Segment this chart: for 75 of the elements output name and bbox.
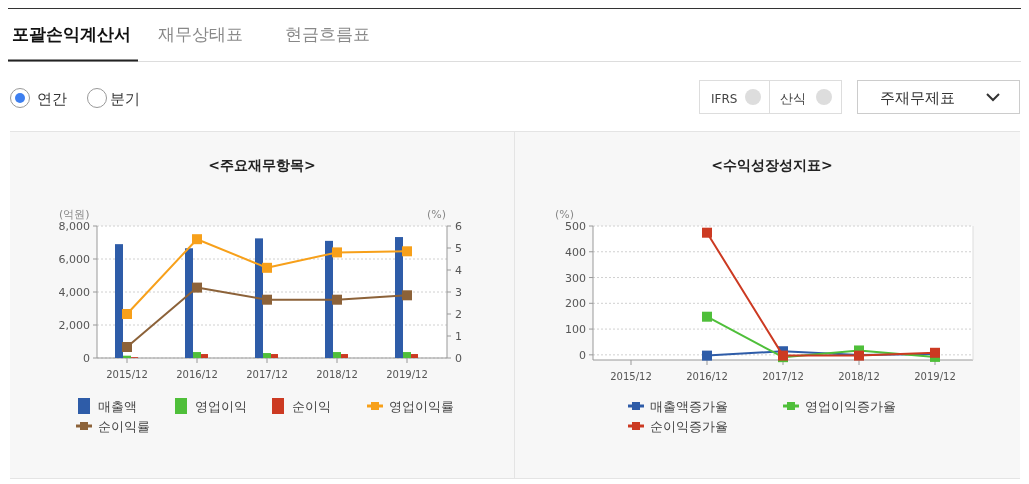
bar — [411, 354, 418, 358]
x-tick-label: 2016/12 — [176, 369, 218, 380]
y2-axis-title: (%) — [427, 208, 447, 221]
bar — [255, 238, 263, 358]
y2-tick-label: 1 — [455, 330, 462, 343]
point — [702, 227, 712, 238]
point — [332, 294, 342, 305]
point — [702, 350, 712, 361]
y-tick-label: 4,000 — [58, 286, 90, 299]
bar — [325, 240, 333, 358]
legend-label: 매출액증가율 — [650, 399, 728, 414]
x-tick-label: 2017/12 — [246, 369, 288, 380]
text: IFRS — [711, 92, 738, 106]
bar — [263, 353, 271, 358]
bar — [403, 352, 411, 358]
bar — [193, 352, 201, 358]
chart-title: <주요재무항목> — [208, 157, 316, 173]
x-tick-label: 2019/12 — [914, 371, 956, 382]
point — [262, 262, 272, 273]
bar — [333, 352, 341, 358]
point — [122, 342, 132, 352]
y2-tick-label: 2 — [455, 308, 462, 321]
text: 산식 — [780, 91, 806, 106]
y2-tick-label: 3 — [455, 286, 462, 299]
point — [702, 311, 712, 322]
bar — [271, 354, 278, 358]
point — [262, 294, 272, 305]
point — [332, 247, 342, 258]
y-tick-label: 0 — [579, 348, 586, 362]
y-tick-label: 400 — [565, 245, 586, 259]
x-tick-label: 2018/12 — [838, 371, 880, 382]
y-tick-label: 0 — [83, 352, 90, 365]
text: 분기 — [110, 90, 140, 108]
x-tick-label: 2016/12 — [686, 371, 728, 382]
bar — [115, 244, 123, 358]
bar — [185, 248, 193, 358]
legend-label: 순이익 — [292, 399, 331, 414]
legend-label: 순이익증가율 — [650, 419, 728, 434]
point — [402, 290, 412, 301]
y-tick-label: 300 — [565, 271, 586, 285]
x-tick-label: 2018/12 — [316, 369, 358, 380]
text: 주재무제표 — [880, 89, 955, 107]
point — [402, 246, 412, 257]
x-tick-label: 2015/12 — [610, 371, 652, 382]
y2-tick-label: 4 — [455, 264, 462, 277]
y-axis-title: (억원) — [59, 208, 90, 221]
y2-tick-label: 0 — [455, 352, 462, 365]
text: 현금흐름표 — [285, 24, 370, 44]
bar — [395, 237, 403, 358]
legend-label: 영업이익 — [195, 399, 247, 414]
bar — [341, 354, 348, 358]
x-tick-label: 2015/12 — [106, 369, 148, 380]
point — [192, 282, 202, 293]
y-axis-title: (%) — [555, 208, 575, 221]
y2-tick-label: 6 — [455, 220, 462, 233]
legend-label: 순이익률 — [98, 419, 150, 434]
x-tick-label: 2019/12 — [386, 369, 428, 380]
legend-label: 영업이익률 — [389, 399, 454, 414]
bar — [201, 354, 208, 358]
y-tick-label: 200 — [565, 297, 586, 311]
y-tick-label: 8,000 — [58, 220, 90, 233]
chart-title: <수익성장성지표> — [711, 157, 833, 173]
point — [122, 309, 132, 319]
text: 연간 — [37, 90, 67, 108]
legend-label: 매출액 — [98, 399, 137, 414]
text: 포괄손익계산서 — [12, 24, 131, 44]
y-tick-label: 500 — [565, 220, 586, 233]
x-tick-label: 2017/12 — [762, 371, 804, 382]
y-tick-label: 6,000 — [58, 253, 90, 266]
text: 재무상태표 — [158, 24, 243, 44]
y-tick-label: 2,000 — [58, 319, 90, 332]
legend-label: 영업이익증가율 — [805, 399, 896, 414]
y-tick-label: 100 — [565, 323, 586, 337]
y2-tick-label: 5 — [455, 242, 462, 255]
point — [192, 234, 202, 245]
